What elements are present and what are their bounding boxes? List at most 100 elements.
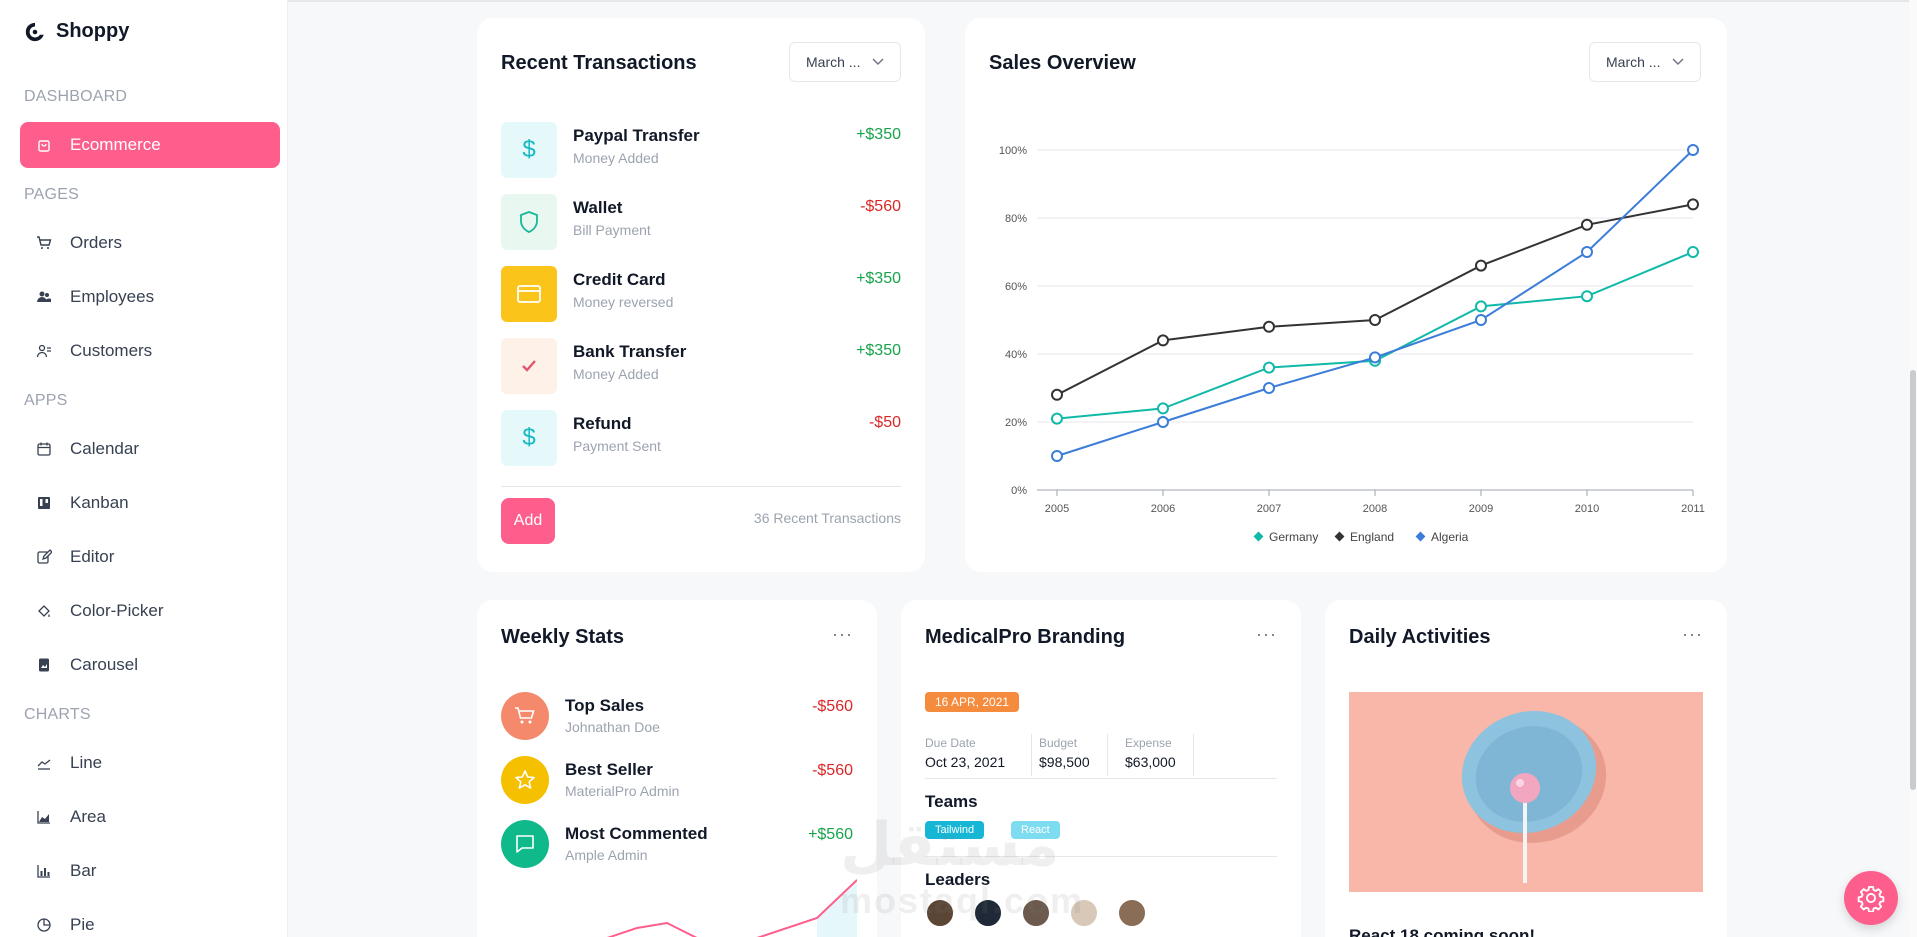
team-tag[interactable]: Tailwind [925,821,985,839]
transaction-row[interactable]: $ Refund Payment Sent -$50 [501,410,901,466]
legend-marker [1334,531,1345,542]
y-tick-label: 40% [1005,349,1027,361]
more-menu-icon[interactable]: ··· [832,624,853,644]
data-point [1581,246,1593,258]
stat-subtitle: Johnathan Doe [565,719,660,735]
check-icon [501,338,557,394]
page-scrollbar[interactable] [1909,0,1917,937]
chevron-down-icon [872,58,884,65]
card-title: Recent Transactions [501,52,697,74]
avatar[interactable] [1117,898,1147,928]
card-title: MedicalPro Branding [925,626,1126,648]
sidebar-item-orders[interactable]: Orders [20,220,280,266]
chevron-down-icon [1672,58,1684,65]
transaction-row[interactable]: Credit Card Money reversed +$350 [501,266,901,322]
kanban-icon [38,497,50,509]
month-dropdown[interactable]: March ... [1589,42,1701,82]
sidebar-item-color-picker[interactable]: Color-Picker [20,588,280,634]
scrollbar-thumb[interactable] [1910,370,1916,790]
calendar-icon [37,442,51,456]
sidebar-item-pie[interactable]: Pie [20,902,280,937]
sidebar-item-label: Color-Picker [70,601,164,620]
data-point [1263,320,1275,333]
pie-chart-icon [37,918,51,932]
stat-amount: -$560 [812,762,853,779]
transaction-row[interactable]: Bank Transfer Money Added +$350 [501,338,901,394]
bag-icon [38,140,50,152]
expense-label: Expense [1125,736,1172,750]
sales-overview-card: Sales Overview March ... 0% 20% 40% 60% 80% 1… [965,18,1727,572]
paint-bucket-icon [38,605,50,617]
leaders-heading: Leaders [925,870,991,889]
sidebar-item-calendar[interactable]: Calendar [20,426,280,472]
sidebar-item-label: Line [70,753,103,772]
gear-icon [1857,885,1885,912]
budget-label: Budget [1039,736,1078,750]
stat-title: Top Sales [565,696,645,715]
avatar[interactable] [925,898,955,928]
data-point [1475,314,1487,326]
stat-row[interactable]: Top Sales Johnathan Doe -$560 [501,692,853,742]
stat-amount: -$560 [812,698,853,715]
sidebar-item-carousel[interactable]: Carousel [20,642,280,688]
stat-row[interactable]: Best Seller MaterialPro Admin -$560 [501,756,853,806]
section-pages: PAGES [24,186,79,203]
sales-line-chart: 0% 20% 40% 60% 80% 100% 2005 2006 2007 2008 2009 20… [999,144,1705,544]
due-date-value: Oct 23, 2021 [925,754,1006,770]
y-tick-label: 80% [1005,213,1027,225]
settings-button[interactable] [1844,871,1898,925]
dollar-icon: $ [501,410,557,466]
stat-subtitle: Ample Admin [565,847,648,863]
brand-logo[interactable]: Shoppy [24,20,129,43]
branding-card: MedicalPro Branding ··· 16 APR, 2021 Due… [901,600,1301,937]
dollar-icon: $ [501,122,557,178]
sidebar-item-customers[interactable]: Customers [20,328,280,374]
sidebar-item-editor[interactable]: Editor [20,534,280,580]
shield-icon [501,194,557,250]
stat-row[interactable]: Most Commented Ample Admin +$560 [501,820,853,870]
sidebar-item-label: Area [70,807,106,826]
card-title: Weekly Stats [501,626,625,648]
avatar[interactable] [1069,898,1099,928]
stat-title: Most Commented [565,824,708,843]
month-dropdown[interactable]: March ... [789,42,901,82]
add-button[interactable]: Add [501,498,555,544]
y-tick-label: 100% [999,145,1027,157]
dropdown-value: March ... [1606,54,1661,70]
activity-image[interactable] [1349,692,1703,892]
x-tick-label: 2007 [1257,503,1281,515]
recent-transactions-card: Recent Transactions March ... $ Paypal T… [477,18,925,572]
more-menu-icon[interactable]: ··· [1682,624,1703,644]
transaction-title: Refund [573,414,632,433]
y-tick-label: 60% [1005,281,1027,293]
data-point [1051,412,1063,425]
avatar[interactable] [973,898,1003,928]
sidebar-item-label: Carousel [70,655,139,674]
team-tag[interactable]: React [1011,821,1060,839]
transaction-amount: -$50 [868,414,901,431]
data-point [1051,450,1063,462]
transaction-row[interactable]: $ Paypal Transfer Money Added +$350 [501,122,901,178]
y-tick-label: 20% [1005,417,1027,429]
transaction-row[interactable]: Wallet Bill Payment -$560 [501,194,901,250]
section-dashboard: DASHBOARD [24,88,128,105]
sidebar-item-bar[interactable]: Bar [20,848,280,894]
transaction-amount: +$350 [856,270,901,287]
data-point [1581,290,1593,303]
avatar[interactable] [1021,898,1051,928]
transaction-subtitle: Money Added [573,366,659,382]
y-tick-label: 0% [1011,485,1027,497]
transaction-subtitle: Money Added [573,150,659,166]
transaction-subtitle: Payment Sent [573,438,661,454]
cart-icon [37,236,52,249]
more-menu-icon[interactable]: ··· [1256,624,1277,644]
divider [1193,734,1194,776]
sidebar-item-kanban[interactable]: Kanban [20,480,280,526]
stat-subtitle: MaterialPro Admin [565,783,680,799]
sidebar-item-ecommerce[interactable]: Ecommerce [20,122,280,168]
sidebar-item-employees[interactable]: Employees [20,274,280,320]
bar-chart-icon [37,865,50,878]
sidebar-item-line[interactable]: Line [20,740,280,786]
divider [925,778,1277,779]
sidebar-item-area[interactable]: Area [20,794,280,840]
